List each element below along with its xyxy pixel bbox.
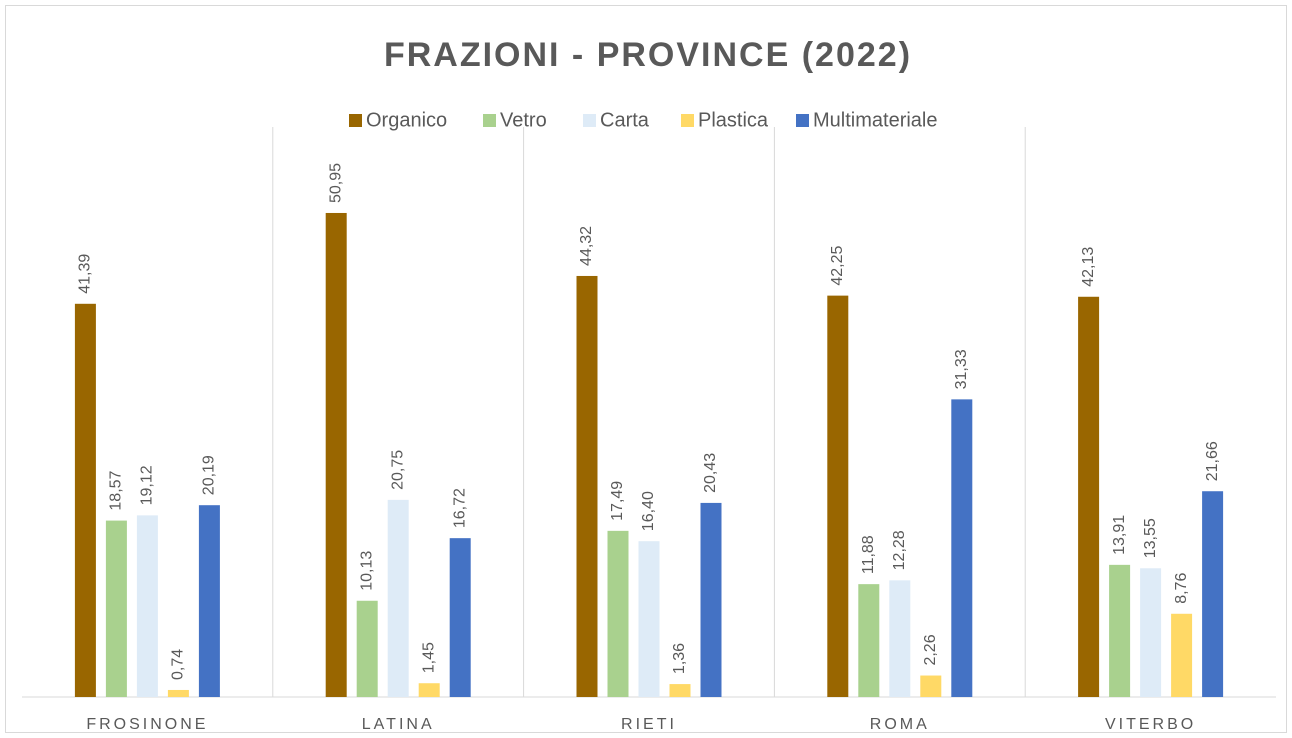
data-label: 17,49	[609, 481, 626, 521]
legend-swatch	[349, 114, 362, 127]
legend-label: Vetro	[500, 109, 547, 131]
bar	[858, 584, 880, 697]
data-label: 19,12	[139, 465, 156, 505]
bar	[1202, 491, 1224, 697]
legend-label: Plastica	[698, 109, 769, 131]
bar	[1109, 564, 1131, 697]
data-label: 50,95	[327, 163, 344, 203]
bar	[1140, 568, 1162, 697]
data-label: 41,39	[77, 254, 94, 294]
bar	[700, 502, 722, 697]
data-label: 18,57	[108, 470, 125, 510]
bar	[638, 541, 660, 697]
data-label: 20,75	[389, 450, 406, 490]
legend-swatch	[483, 114, 496, 127]
data-label: 20,19	[201, 455, 218, 495]
x-tick-label: RIETI	[621, 716, 677, 733]
legend-label: Carta	[600, 109, 650, 131]
data-label: 10,13	[358, 551, 375, 591]
data-label: 13,55	[1142, 518, 1159, 558]
legend-swatch	[796, 114, 809, 127]
bar	[198, 505, 220, 697]
bar	[920, 675, 942, 697]
bar	[325, 212, 347, 697]
x-tick-label: FROSINONE	[86, 716, 208, 733]
data-label: 44,32	[578, 226, 595, 266]
bar	[951, 399, 973, 697]
chart-title: FRAZIONI - PROVINCE (2022)	[384, 36, 912, 74]
bar	[387, 499, 409, 697]
data-label: 2,26	[922, 634, 939, 665]
legend-label: Organico	[366, 109, 447, 131]
data-label: 20,43	[702, 453, 719, 493]
bar	[74, 303, 96, 697]
data-label: 16,72	[451, 488, 468, 528]
legend-label: Multimateriale	[813, 109, 937, 131]
bar	[1171, 613, 1193, 697]
bar	[827, 295, 849, 697]
data-label: 42,25	[829, 245, 846, 285]
legend-swatch	[583, 114, 596, 127]
bar	[889, 580, 911, 697]
bar	[105, 520, 127, 697]
data-label: 8,76	[1173, 573, 1190, 604]
data-label: 13,91	[1111, 515, 1128, 555]
bar	[1078, 296, 1100, 697]
bar	[576, 275, 598, 697]
x-tick-label: ROMA	[870, 716, 930, 733]
bar	[136, 515, 158, 697]
data-label: 0,74	[170, 649, 187, 680]
x-tick-label: LATINA	[362, 716, 435, 733]
data-label: 12,28	[891, 530, 908, 570]
bar	[167, 689, 189, 697]
x-tick-label: VITERBO	[1105, 716, 1196, 733]
legend-swatch	[681, 114, 694, 127]
data-label: 42,13	[1080, 247, 1097, 287]
data-label: 21,66	[1204, 441, 1221, 481]
data-label: 16,40	[640, 491, 657, 531]
bar	[607, 530, 629, 697]
bar	[669, 684, 691, 697]
data-label: 11,88	[860, 535, 877, 574]
bar	[418, 683, 440, 697]
bar	[356, 600, 378, 697]
data-label: 31,33	[953, 349, 970, 389]
bar	[449, 538, 471, 697]
data-label: 1,36	[671, 643, 688, 674]
data-label: 1,45	[420, 642, 437, 673]
